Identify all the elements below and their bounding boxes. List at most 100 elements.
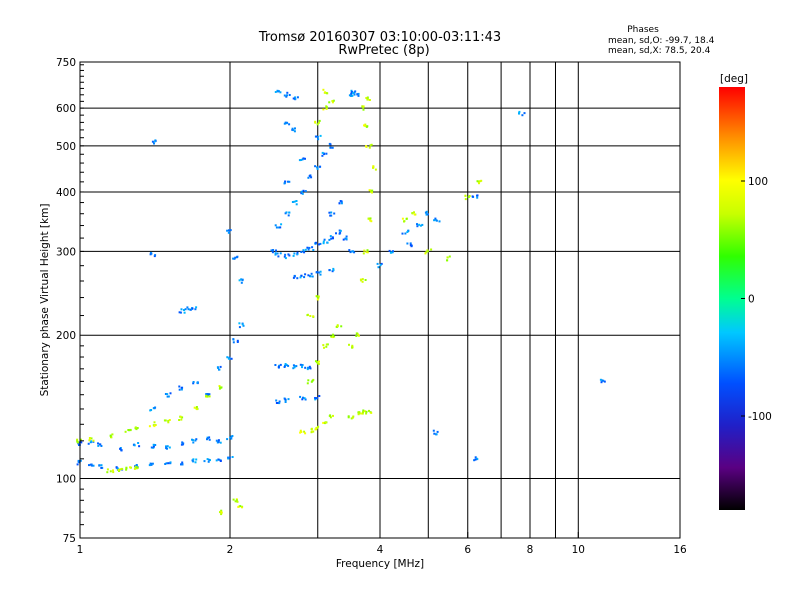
echo-point xyxy=(322,242,325,245)
echo-point xyxy=(277,90,280,93)
echo-point xyxy=(283,122,286,125)
echo-point xyxy=(284,121,287,124)
echo-point xyxy=(218,368,221,371)
echo-point xyxy=(362,105,365,108)
echo-point xyxy=(300,159,303,161)
echo-point xyxy=(351,344,354,347)
echo-point xyxy=(133,467,136,470)
echo-point xyxy=(275,399,278,402)
echo-point xyxy=(280,223,283,226)
echo-point xyxy=(464,194,467,197)
echo-point xyxy=(314,120,317,123)
echo-point xyxy=(87,442,90,445)
echo-point xyxy=(306,382,309,385)
echo-point xyxy=(154,444,157,446)
echo-point xyxy=(302,249,305,252)
echo-point xyxy=(164,463,167,465)
echo-point xyxy=(295,200,298,202)
echo-point xyxy=(413,211,415,214)
colorbar-label: [deg] xyxy=(720,73,748,85)
echo-point xyxy=(275,249,277,252)
echo-point xyxy=(372,165,375,168)
echo-point xyxy=(367,217,370,220)
echo-point xyxy=(191,438,193,441)
x-tick-label: 8 xyxy=(527,544,534,556)
echo-point xyxy=(416,225,419,228)
echo-point xyxy=(88,437,91,439)
echo-point xyxy=(306,368,309,371)
echo-point xyxy=(317,295,320,298)
echo-point xyxy=(480,179,483,182)
echo-point xyxy=(274,91,277,93)
echo-point xyxy=(136,427,139,429)
echo-point xyxy=(292,276,295,279)
echo-point xyxy=(90,437,93,440)
echo-point xyxy=(137,442,140,444)
echo-point xyxy=(294,96,297,99)
echo-point xyxy=(236,341,239,343)
echo-point xyxy=(181,463,184,466)
echo-point xyxy=(362,108,365,111)
echo-point xyxy=(92,439,95,442)
echo-point xyxy=(228,229,230,232)
echo-point xyxy=(191,307,194,310)
echo-point xyxy=(304,398,307,401)
x-tick-label: 6 xyxy=(464,544,471,556)
echo-point xyxy=(432,429,435,432)
echo-point xyxy=(406,242,409,245)
echo-point xyxy=(307,274,310,277)
echo-point xyxy=(293,366,296,369)
echo-point xyxy=(376,262,379,265)
echo-point xyxy=(603,380,606,383)
echo-point xyxy=(242,324,245,327)
echo-point xyxy=(240,278,243,281)
echo-point xyxy=(473,459,476,462)
echo-point xyxy=(366,251,369,254)
echo-point xyxy=(134,465,137,468)
echo-point xyxy=(319,134,322,137)
echo-point xyxy=(299,276,302,279)
echo-point xyxy=(319,165,322,168)
echo-point xyxy=(317,243,320,246)
echo-point xyxy=(306,246,309,249)
echo-point xyxy=(416,223,418,226)
echo-point xyxy=(446,256,449,259)
echo-point xyxy=(328,211,331,214)
echo-point xyxy=(149,409,152,412)
echo-point xyxy=(150,463,153,466)
echo-point xyxy=(179,311,182,314)
echo-point xyxy=(328,142,331,145)
echo-point xyxy=(360,412,363,415)
echo-point xyxy=(79,438,82,441)
echo-point xyxy=(292,97,295,100)
echo-point xyxy=(167,419,170,422)
echo-point xyxy=(215,439,218,442)
echo-point xyxy=(365,145,367,148)
echo-point xyxy=(476,458,479,461)
echo-point xyxy=(300,251,303,253)
echo-point xyxy=(293,130,296,133)
echo-point xyxy=(348,343,350,346)
echo-point xyxy=(352,415,355,418)
echo-point xyxy=(434,217,437,220)
echo-point xyxy=(307,176,310,179)
echo-point xyxy=(421,223,424,226)
x-tick-label: 10 xyxy=(572,544,585,556)
echo-point xyxy=(180,388,183,391)
echo-point xyxy=(208,458,211,461)
echo-point xyxy=(355,332,358,335)
echo-point xyxy=(79,459,82,462)
echo-point xyxy=(292,367,295,370)
echo-point xyxy=(76,438,79,441)
echo-point xyxy=(325,107,328,110)
echo-point xyxy=(411,212,414,215)
echo-point xyxy=(316,167,319,170)
echo-point xyxy=(307,366,309,369)
echo-point xyxy=(128,429,131,432)
echo-point xyxy=(409,242,412,245)
echo-point xyxy=(426,250,429,253)
echo-point xyxy=(136,466,139,469)
echo-point xyxy=(299,395,302,398)
echo-point xyxy=(275,402,278,404)
echo-point xyxy=(371,189,374,192)
